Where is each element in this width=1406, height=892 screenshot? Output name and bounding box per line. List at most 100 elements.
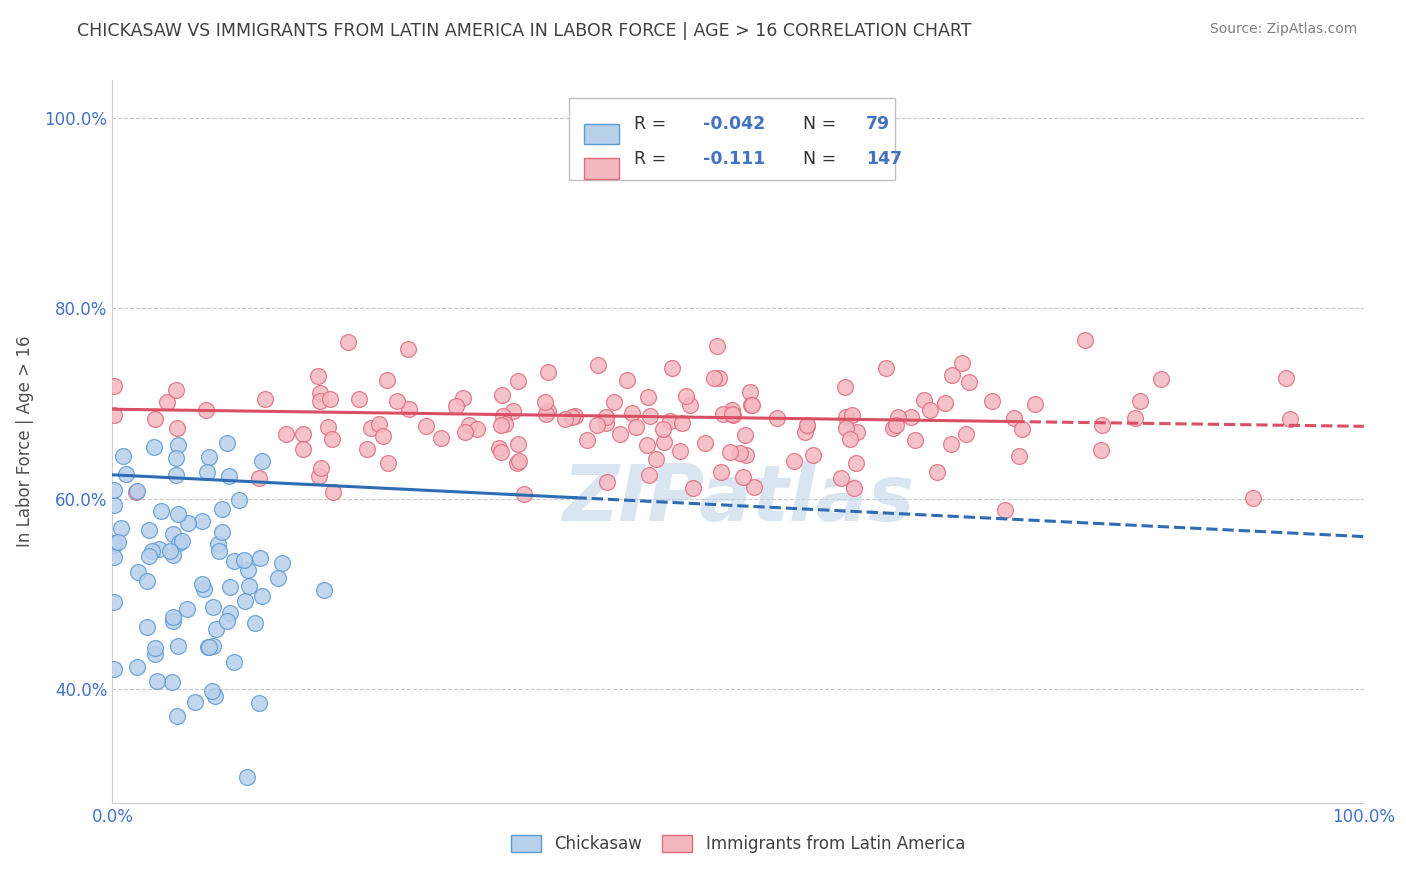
- Point: [162, 548, 184, 562]
- Point: [506, 456, 529, 470]
- Point: [718, 445, 741, 459]
- Point: [925, 466, 948, 480]
- Point: [204, 689, 226, 703]
- Point: [458, 417, 481, 432]
- Point: [955, 427, 977, 442]
- Point: [882, 421, 904, 435]
- Point: [1011, 422, 1033, 436]
- Point: [453, 425, 475, 439]
- Point: [176, 602, 198, 616]
- Point: [219, 580, 242, 594]
- Point: [1002, 410, 1025, 425]
- Text: -0.111: -0.111: [703, 150, 765, 168]
- Point: [143, 440, 166, 454]
- Point: [385, 394, 408, 409]
- Point: [682, 481, 704, 495]
- Point: [695, 436, 717, 450]
- Point: [1024, 397, 1046, 411]
- Point: [103, 662, 125, 676]
- Point: [596, 475, 619, 489]
- Point: [316, 420, 339, 434]
- Point: [124, 484, 146, 499]
- Point: [148, 542, 170, 557]
- Point: [236, 563, 259, 577]
- Point: [245, 616, 267, 631]
- Point: [624, 420, 647, 434]
- Point: [136, 574, 159, 588]
- Point: [194, 402, 217, 417]
- Point: [375, 373, 398, 387]
- Point: [191, 514, 214, 528]
- Point: [783, 454, 806, 468]
- Point: [360, 421, 382, 435]
- Point: [534, 407, 557, 421]
- Point: [125, 660, 148, 674]
- Point: [561, 410, 583, 425]
- Point: [794, 425, 817, 440]
- Point: [835, 421, 858, 435]
- Point: [143, 412, 166, 426]
- Point: [103, 499, 125, 513]
- Text: R =: R =: [634, 150, 672, 168]
- Point: [166, 420, 188, 434]
- Point: [1090, 442, 1112, 457]
- Point: [167, 536, 190, 550]
- Point: [534, 395, 557, 409]
- Point: [846, 425, 869, 440]
- Point: [733, 470, 755, 484]
- Point: [508, 454, 530, 468]
- Point: [190, 576, 212, 591]
- Point: [576, 433, 599, 447]
- Point: [308, 468, 330, 483]
- Point: [103, 538, 125, 552]
- Text: N =: N =: [803, 115, 842, 134]
- Point: [741, 398, 763, 412]
- Point: [291, 442, 314, 457]
- Point: [994, 503, 1017, 517]
- Point: [110, 521, 132, 535]
- Point: [224, 554, 246, 568]
- Point: [595, 416, 617, 430]
- Point: [444, 399, 467, 413]
- Point: [247, 696, 270, 710]
- Point: [111, 450, 134, 464]
- Point: [1091, 418, 1114, 433]
- FancyBboxPatch shape: [585, 159, 619, 178]
- Point: [165, 468, 187, 483]
- Point: [312, 582, 335, 597]
- Point: [197, 640, 219, 654]
- Point: [844, 457, 866, 471]
- Point: [766, 410, 789, 425]
- Point: [211, 524, 233, 539]
- Point: [135, 620, 157, 634]
- Point: [115, 467, 138, 481]
- Text: R =: R =: [634, 115, 672, 134]
- Point: [103, 595, 125, 609]
- Point: [651, 422, 673, 436]
- Point: [706, 338, 728, 352]
- Point: [803, 448, 825, 462]
- Point: [838, 432, 860, 446]
- Text: CHICKASAW VS IMMIGRANTS FROM LATIN AMERICA IN LABOR FORCE | AGE > 16 CORRELATION: CHICKASAW VS IMMIGRANTS FROM LATIN AMERI…: [77, 22, 972, 40]
- Point: [247, 471, 270, 485]
- Point: [904, 433, 927, 447]
- Point: [103, 535, 125, 549]
- Point: [661, 361, 683, 376]
- Point: [489, 417, 512, 432]
- Point: [842, 482, 865, 496]
- Point: [250, 454, 273, 468]
- Point: [207, 537, 229, 551]
- Text: 79: 79: [866, 115, 890, 134]
- Point: [309, 386, 332, 401]
- Point: [679, 399, 702, 413]
- Point: [193, 582, 215, 596]
- Text: N =: N =: [803, 150, 842, 168]
- Point: [127, 565, 149, 579]
- Point: [166, 708, 188, 723]
- Point: [494, 417, 516, 431]
- Point: [103, 483, 125, 498]
- Point: [941, 368, 963, 382]
- Point: [430, 431, 453, 445]
- Point: [167, 438, 190, 452]
- FancyBboxPatch shape: [585, 124, 619, 145]
